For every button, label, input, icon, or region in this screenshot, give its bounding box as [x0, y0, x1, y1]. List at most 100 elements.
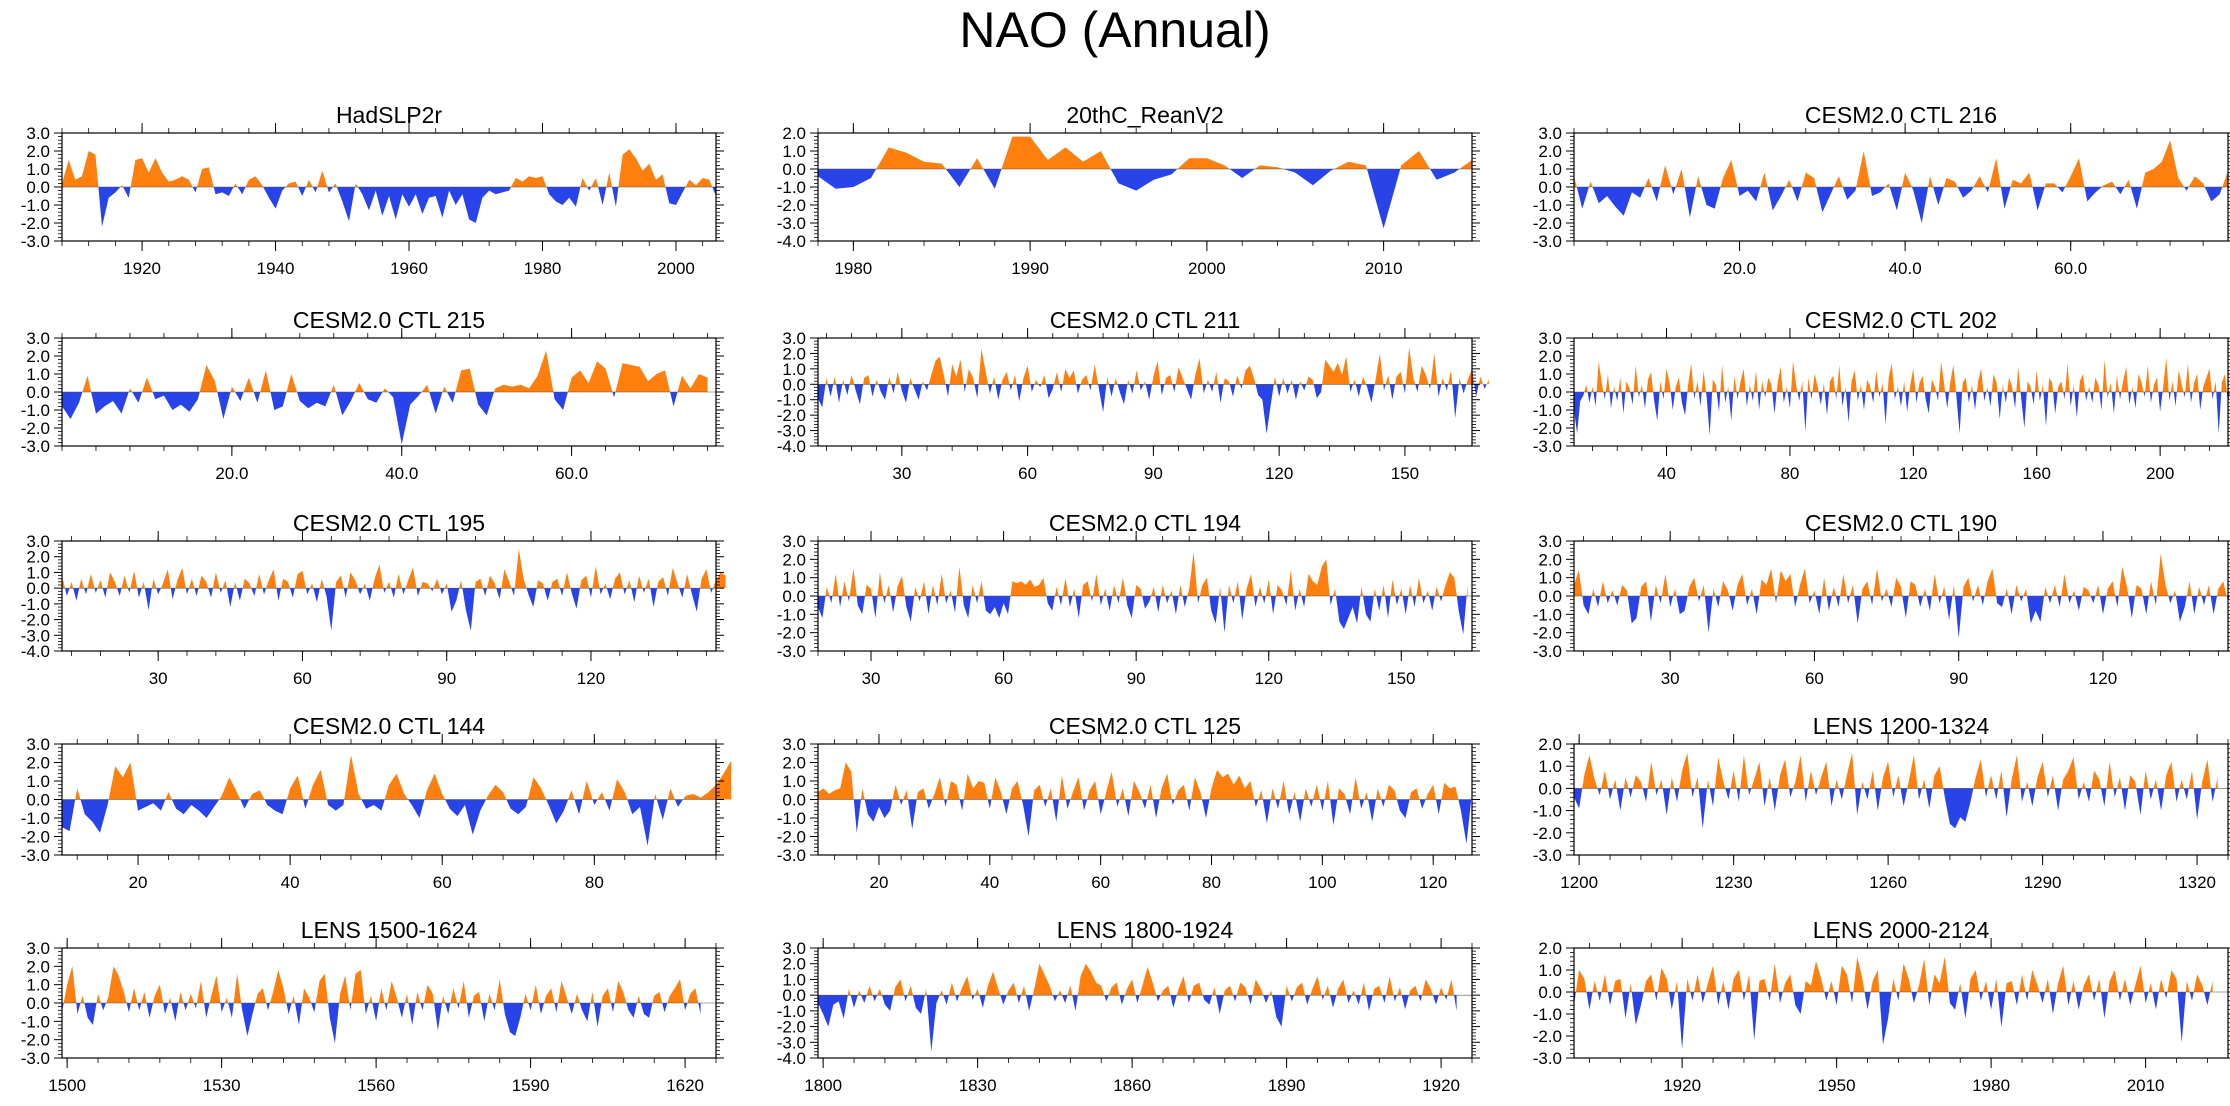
x-tick-label: 40.0 [385, 464, 418, 483]
x-tick-label: 2000 [657, 259, 695, 278]
y-tick-label: 0.0 [26, 383, 50, 402]
positive-anomaly-area [1574, 357, 2230, 392]
y-tick-label: -1.0 [1533, 401, 1562, 420]
x-tick-label: 60.0 [555, 464, 588, 483]
negative-anomaly-area [1574, 187, 2228, 223]
positive-anomaly-area [1574, 956, 2213, 992]
y-tick-label: 3.0 [1538, 329, 1562, 348]
negative-anomaly-area [62, 392, 708, 445]
positive-anomaly-area [62, 755, 732, 800]
x-tick-label: 200 [2146, 464, 2174, 483]
x-tick-label: 1590 [512, 1076, 550, 1095]
y-tick-label: -2.0 [777, 828, 806, 847]
y-tick-label: 0.0 [26, 994, 50, 1013]
x-tick-label: 1990 [1011, 259, 1049, 278]
x-tick-label: 20.0 [1723, 259, 1756, 278]
x-tick-label: 1200 [1560, 873, 1598, 892]
x-tick-label: 150 [1391, 464, 1419, 483]
y-tick-label: 3.0 [26, 124, 50, 143]
y-tick-label: 1.0 [782, 142, 806, 161]
y-tick-label: -2.0 [21, 1031, 50, 1050]
nao-panel-7: CESM2.0 CTL 195 3.02.01.00.0-1.0-2.0-3.0-… [21, 510, 726, 688]
y-tick-label: 2.0 [782, 344, 806, 363]
x-tick-label: 90 [1949, 669, 1968, 688]
y-tick-label: 0.0 [782, 791, 806, 810]
x-tick-label: 90 [437, 669, 456, 688]
y-tick-label: -2.0 [21, 419, 50, 438]
x-tick-label: 60 [433, 873, 452, 892]
panel-title: LENS 1800-1924 [1057, 917, 1234, 943]
positive-anomaly-area [62, 350, 708, 392]
nao-panel-1: HadSLP2r 3.02.01.00.0-1.0-2.0-3.0 1920 1940… [21, 102, 724, 278]
nao-panel-5: CESM2.0 CTL 211 3.02.01.00.0-1.0-2.0-3.0-… [777, 307, 1489, 483]
panel-title: LENS 1200-1324 [1813, 713, 1990, 739]
x-tick-label: 30 [149, 669, 168, 688]
positive-anomaly-area [818, 762, 1472, 800]
x-tick-label: 30 [892, 464, 911, 483]
x-tick-label: 1800 [804, 1076, 842, 1095]
y-tick-label: -1.0 [1533, 1005, 1562, 1024]
y-tick-label: -3.0 [777, 422, 806, 441]
y-tick-label: -1.0 [1533, 196, 1562, 215]
y-tick-label: -3.0 [1533, 232, 1562, 251]
panel-title: CESM2.0 CTL 195 [293, 510, 485, 536]
y-tick-label: 2.0 [26, 754, 50, 773]
panel-title: CESM2.0 CTL 215 [293, 307, 485, 333]
y-tick-label: -1.0 [1533, 605, 1562, 624]
y-tick-label: 1.0 [26, 563, 50, 582]
y-tick-label: -3.0 [1533, 846, 1562, 865]
x-tick-label: 1890 [1268, 1076, 1306, 1095]
negative-anomaly-area [1574, 596, 2230, 639]
x-tick-label: 40 [1657, 464, 1676, 483]
positive-anomaly-area [62, 149, 716, 187]
positive-anomaly-area [62, 548, 726, 589]
y-tick-label: -1.0 [21, 1012, 50, 1031]
y-tick-label: 3.0 [782, 939, 806, 958]
plot-frame [61, 540, 717, 652]
nao-panel-14: LENS 1800-1924 3.02.01.00.0-1.0-2.0-3.0-4… [777, 917, 1480, 1095]
x-tick-label: 2010 [2127, 1076, 2165, 1095]
y-tick-label: -1.0 [777, 391, 806, 410]
nao-panel-2: 20thC_ReanV2 2.01.00.0-1.0-2.0-3.0-4.0 198… [777, 102, 1480, 278]
y-tick-label: -1.0 [777, 178, 806, 197]
y-tick-label: -4.0 [777, 437, 806, 456]
x-tick-label: 120 [1899, 464, 1927, 483]
x-tick-label: 120 [1255, 669, 1283, 688]
x-tick-label: 160 [2023, 464, 2051, 483]
x-tick-label: 60 [994, 669, 1013, 688]
y-tick-label: 0.0 [1538, 779, 1562, 798]
y-tick-label: 0.0 [26, 178, 50, 197]
y-tick-label: 2.0 [1538, 550, 1562, 569]
nao-panel-6: CESM2.0 CTL 202 3.02.01.00.0-1.0-2.0-3.0 4… [1533, 307, 2230, 483]
y-tick-label: 2.0 [1538, 939, 1562, 958]
nao-panel-8: CESM2.0 CTL 194 3.02.01.00.0-1.0-2.0-3.0 3… [777, 510, 1480, 688]
y-tick-label: 1.0 [26, 976, 50, 995]
y-tick-label: -4.0 [777, 1049, 806, 1068]
y-tick-label: -3.0 [777, 1033, 806, 1052]
x-tick-label: 60 [1018, 464, 1037, 483]
figure-title: NAO (Annual) [959, 2, 1271, 58]
x-tick-label: 60 [293, 669, 312, 688]
x-tick-label: 120 [1265, 464, 1293, 483]
x-tick-label: 1260 [1869, 873, 1907, 892]
y-tick-label: 2.0 [1538, 347, 1562, 366]
plot-frame [817, 947, 1473, 1059]
y-tick-label: 1.0 [782, 772, 806, 791]
x-tick-label: 60 [1091, 873, 1110, 892]
y-tick-label: 1.0 [1538, 961, 1562, 980]
y-tick-label: -1.0 [21, 595, 50, 614]
plot-frame [1573, 743, 2229, 856]
y-tick-label: 0.0 [1538, 587, 1562, 606]
y-tick-label: -2.0 [1533, 1027, 1562, 1046]
x-tick-label: 80 [1780, 464, 1799, 483]
y-tick-label: 1.0 [26, 772, 50, 791]
x-tick-label: 1230 [1715, 873, 1753, 892]
y-tick-label: -1.0 [21, 809, 50, 828]
x-tick-label: 1830 [959, 1076, 997, 1095]
y-tick-label: 1.0 [782, 569, 806, 588]
y-tick-label: 2.0 [26, 957, 50, 976]
y-tick-label: -1.0 [777, 809, 806, 828]
x-tick-label: 60.0 [2054, 259, 2087, 278]
panel-title: HadSLP2r [336, 102, 442, 128]
